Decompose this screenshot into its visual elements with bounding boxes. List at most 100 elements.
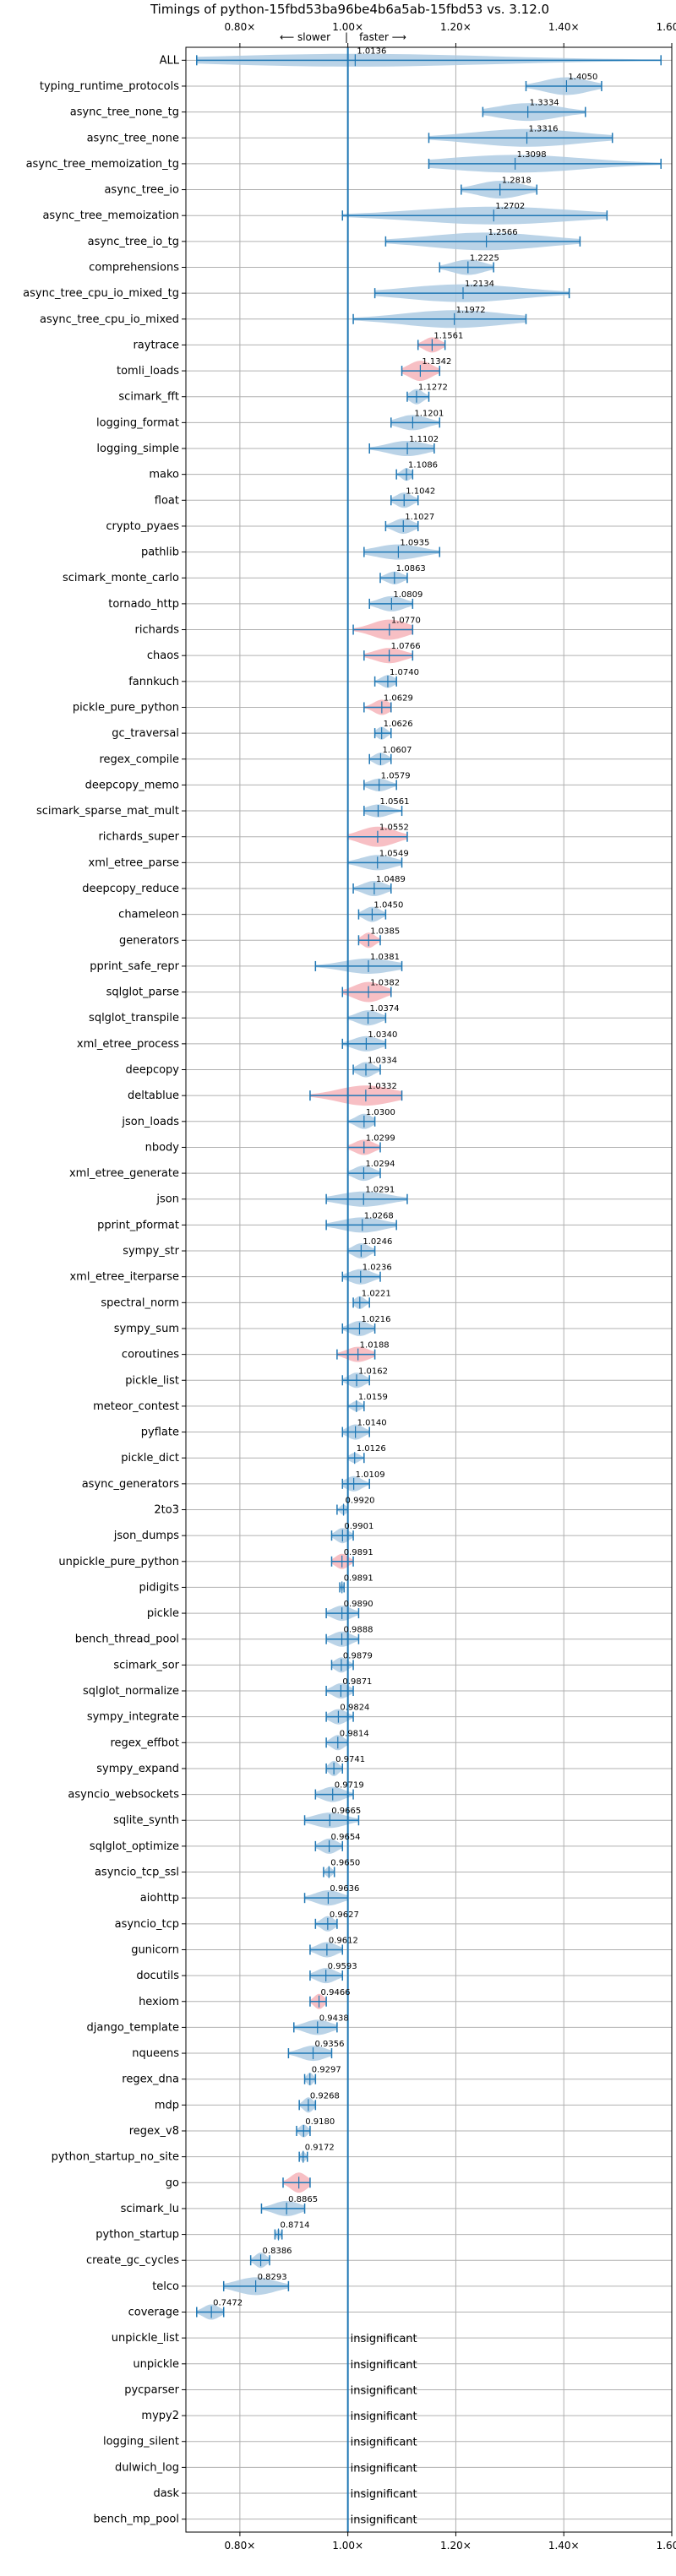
x-tick-label-bottom: 1.40× [548,2540,580,2552]
benchmark-label: deepcopy_memo [85,779,179,791]
value-label: 1.2134 [465,280,494,289]
benchmark-label: regex_effbot [110,1736,179,1749]
benchmark-label: sympy_str [123,1245,179,1258]
insignificant-label: insignificant [351,2462,417,2475]
value-label: 1.4050 [568,73,597,82]
value-label: 1.0381 [370,953,400,962]
benchmark-label: telco [152,2280,179,2293]
value-label: 1.0188 [360,1341,390,1350]
benchmark-label: regex_compile [99,753,179,766]
benchmark-label: sqlglot_parse [106,986,179,999]
value-label: 1.0863 [396,564,426,573]
benchmark-label: chameleon [118,909,179,921]
value-label: 0.9636 [330,1884,359,1894]
benchmark-label: async_tree_memoization_tg [26,158,179,171]
insignificant-label: insignificant [351,2359,417,2372]
benchmark-label: python_startup_no_site [52,2151,179,2164]
value-label: 0.9180 [305,2117,335,2127]
benchmark-label: logging_format [96,416,179,429]
x-tick-label-top: 1.00× [332,21,363,33]
benchmark-label: aiohttp [140,1892,179,1905]
direction-separator: | [345,31,348,43]
value-label: 0.9871 [342,1677,372,1687]
benchmark-label: coverage [128,2307,179,2319]
benchmark-label: xml_etree_generate [69,1167,179,1180]
benchmark-label: json_dumps [113,1530,179,1542]
benchmark-label: xml_etree_process [77,1038,179,1051]
value-label: 1.0294 [365,1160,395,1169]
value-label: 0.9650 [330,1859,360,1868]
benchmark-label: coroutines [122,1349,179,1361]
value-label: 1.0489 [376,875,406,884]
benchmark-label: chaos [147,649,179,662]
value-label: 1.0340 [368,1030,397,1040]
benchmark-label: asyncio_tcp_ssl [95,1867,179,1879]
value-label: 1.0766 [391,642,421,651]
benchmark-label: bench_mp_pool [93,2514,179,2526]
benchmark-label: sqlglot_transpile [89,1012,179,1024]
value-label: 1.2702 [495,202,525,211]
value-label: 0.9824 [340,1704,369,1713]
value-label: 0.9879 [343,1651,373,1660]
benchmark-label: unpickle [133,2358,179,2371]
value-label: 1.0162 [358,1367,388,1376]
benchmark-label: xml_etree_parse [89,856,179,869]
benchmark-label: regex_v8 [129,2125,179,2138]
value-label: 1.1342 [422,357,451,367]
value-label: 1.0216 [361,1315,390,1324]
benchmark-label: scimark_sparse_mat_mult [36,805,179,818]
benchmark-label: pickle_pure_python [73,701,179,714]
benchmark-label: nqueens [132,2047,179,2060]
benchmark-label: generators [119,934,179,947]
value-label: 1.0300 [366,1108,395,1117]
benchmark-label: async_tree_cpu_io_mixed [40,313,179,326]
x-tick-label-bottom: 1.60× [657,2540,676,2552]
x-tick-label-bottom: 1.20× [440,2540,472,2552]
benchmark-label: pyflate [141,1427,179,1439]
benchmark-label: xml_etree_iterparse [69,1271,179,1284]
benchmark-label: deepcopy [125,1064,179,1077]
marks-layer [196,47,662,2532]
benchmark-label: deltablue [128,1090,179,1102]
benchmark-label: pidigits [139,1581,180,1594]
insignificant-label: insignificant [351,2384,417,2397]
value-label: 0.9890 [344,1600,373,1609]
value-label: 0.9741 [335,1755,365,1764]
benchmark-label: scimark_sor [113,1659,179,1671]
benchmark-label: float [155,494,179,507]
value-label: 1.1042 [406,486,435,496]
value-label: 1.0382 [370,979,400,988]
benchmark-label: sqlite_synth [113,1814,179,1827]
benchmark-label: django_template [87,2021,179,2034]
value-label: 1.0549 [379,849,409,858]
benchmark-label: gunicorn [131,1943,179,1956]
benchmark-label: tornado_http [108,598,179,611]
value-label: 1.0109 [356,1470,385,1480]
benchmark-label: scimark_monte_carlo [63,572,179,584]
value-label: 1.0126 [357,1444,386,1454]
benchmark-label: logging_silent [103,2436,179,2448]
value-label: 1.0334 [368,1057,397,1066]
value-label: 1.0935 [400,539,429,548]
value-label: 1.0246 [363,1237,392,1247]
value-label: 1.0159 [358,1393,388,1402]
chart-title: Timings of python-15fbd53ba96be4b6a5ab-1… [150,2,549,17]
value-label: 1.2566 [488,228,518,237]
benchmark-label: mako [149,469,179,481]
value-label: 0.9297 [312,2066,341,2075]
benchmark-label: crypto_pyaes [106,520,179,533]
slower-direction-label: ⟵ slower [280,31,330,43]
value-label: 1.1561 [433,331,463,340]
value-label: 1.0626 [384,720,413,729]
benchmark-label: dulwich_log [115,2461,179,2474]
value-label: 1.0385 [370,927,400,936]
value-label: 0.8293 [258,2273,287,2282]
benchmark-label: tomli_loads [117,365,179,378]
benchmark-label: async_tree_cpu_io_mixed_tg [23,287,179,300]
value-label: 1.0552 [379,823,409,833]
plot-frame [185,46,673,2533]
benchmark-label: async_tree_io [104,184,179,197]
x-tick-label-top: 0.80× [224,21,255,33]
value-label: 1.0236 [363,1264,392,1273]
